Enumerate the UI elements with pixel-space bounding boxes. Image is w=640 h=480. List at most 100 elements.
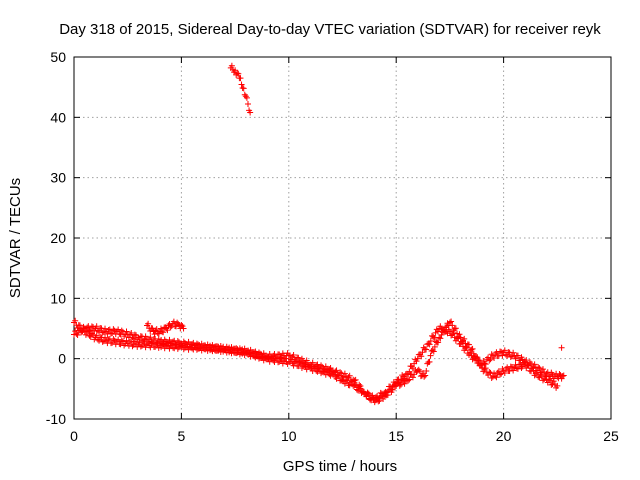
data-point-3-5-3 <box>179 323 186 330</box>
data-point-2-18-2 <box>384 392 391 399</box>
data-point-1-2-8 <box>102 334 109 341</box>
data-point-1-24-4 <box>430 333 437 340</box>
data-point-2-32-2 <box>524 362 531 369</box>
data-point-2-0-6 <box>78 329 85 336</box>
data-point-2-33-8 <box>542 373 549 380</box>
data-point-2-7-15 <box>196 345 203 352</box>
data-point-1-12-9 <box>275 359 282 366</box>
data-point-2-24-4 <box>440 327 447 334</box>
data-point-2-29-1 <box>491 370 498 377</box>
data-point-2-6-8 <box>166 336 173 343</box>
data-point-2-33-6 <box>539 377 546 384</box>
data-point-3-5-2 <box>178 322 185 329</box>
data-point-2-31-7 <box>519 363 526 370</box>
data-point-1-23-6 <box>421 345 428 352</box>
data-point-2-1-1 <box>82 328 89 335</box>
data-point-2-4-8 <box>123 328 130 335</box>
data-point-3-1-3 <box>153 326 160 333</box>
data-point-2-12-4 <box>290 352 297 359</box>
data-point-1-27-7 <box>465 352 472 359</box>
data-point-2-23-4 <box>431 343 438 350</box>
data-point-2-28-8 <box>488 374 495 381</box>
data-point-2-11-7 <box>272 354 279 361</box>
data-point-1-4-7 <box>122 340 129 347</box>
data-point-2-11-15 <box>282 355 289 362</box>
data-point-2-3-7 <box>111 327 118 334</box>
data-point-2-28-7 <box>487 369 494 376</box>
data-point-2-8-16 <box>218 345 225 352</box>
data-point-2-8-8 <box>209 342 216 349</box>
data-point-0-2-3 <box>239 85 246 92</box>
data-point-2-5-10 <box>147 334 154 341</box>
data-point-1-23-7 <box>423 346 430 353</box>
data-point-2-28-6 <box>486 369 493 376</box>
data-point-0-5 <box>244 101 251 108</box>
data-point-2-20-5 <box>409 374 416 381</box>
data-point-2-34-7 <box>551 381 558 388</box>
data-point-1-32-7 <box>519 356 526 363</box>
data-point-1-1-7 <box>90 331 97 338</box>
data-point-2-1-7 <box>90 324 97 331</box>
data-point-2-4-15 <box>131 331 138 338</box>
data-point-2-25-5 <box>452 325 459 332</box>
data-point-1-5-4 <box>129 343 136 350</box>
data-point-0-4-1 <box>243 94 250 101</box>
data-point-2-28-3 <box>482 365 489 372</box>
data-point-1-30-1 <box>491 354 498 361</box>
x-axis-label: GPS time / hours <box>283 458 397 475</box>
data-point-2-14-4 <box>333 367 340 374</box>
data-point-2-4-1 <box>115 326 122 333</box>
data-point-2-19-3 <box>396 382 403 389</box>
data-point-1-23-4 <box>419 349 426 356</box>
x-tick-label: 5 <box>178 428 186 444</box>
data-point-3-1-1 <box>151 331 158 338</box>
data-point-2-23-2 <box>429 347 436 354</box>
y-tick-label: 10 <box>50 290 66 306</box>
data-point-2-4-14 <box>130 335 137 342</box>
data-point-2-5-15 <box>153 340 160 347</box>
data-point-2-27-2 <box>470 350 477 357</box>
data-point-2-12-8 <box>295 354 302 361</box>
data-point-2-8-4 <box>204 341 211 348</box>
data-point-2-31-3 <box>514 365 521 372</box>
data-point-1-31-8 <box>510 349 517 356</box>
data-point-2-10-8 <box>252 348 259 355</box>
data-point-2-2-6 <box>99 329 106 336</box>
data-point-2-5-8 <box>144 339 151 346</box>
data-point-2-0-8 <box>80 323 87 330</box>
data-point-2-34-2 <box>545 376 552 383</box>
data-point-2-10-4 <box>247 346 254 353</box>
data-point-2-21-3 <box>417 373 424 380</box>
data-point-2-21-2 <box>416 368 423 375</box>
data-point-2-10-16 <box>261 353 268 360</box>
data-point-2-32-6 <box>529 365 536 372</box>
data-point-1-36-5 <box>559 373 566 380</box>
data-point-2-13-9 <box>318 362 325 369</box>
data-point-1-31-6 <box>507 353 514 360</box>
x-tick-labels: 0 5 10 15 20 25 <box>70 428 619 444</box>
data-point-2-25-4 <box>451 325 458 332</box>
data-point-2-7-6 <box>185 338 192 345</box>
data-point-2-29-3 <box>493 374 500 381</box>
data-point-2-4-12 <box>128 330 135 337</box>
data-point-1-2-1 <box>93 332 100 339</box>
data-point-2-25-2 <box>449 322 456 329</box>
data-point-3-1-5 <box>155 330 162 337</box>
data-point-1-31-7 <box>508 353 515 360</box>
data-point-2-16-4 <box>365 391 372 398</box>
data-point-2-27-8 <box>477 360 484 367</box>
data-point-2-17-7 <box>380 395 387 402</box>
data-point-4-0 <box>558 344 565 351</box>
data-point-3-2-1 <box>157 325 164 332</box>
data-point-2-34-4 <box>548 381 555 388</box>
data-point-2-18-7 <box>390 382 397 389</box>
data-point-1-29-6 <box>486 357 493 364</box>
data-point-0-1-3 <box>235 70 242 77</box>
data-point-1-16-2 <box>341 380 348 387</box>
y-tick-labels: -10 0 10 20 30 40 50 <box>46 49 66 427</box>
data-point-2-14-15 <box>346 372 353 379</box>
x-tick-label: 0 <box>70 428 78 444</box>
data-point-2-14-7 <box>337 369 344 376</box>
data-point-0-0-1 <box>228 62 235 69</box>
